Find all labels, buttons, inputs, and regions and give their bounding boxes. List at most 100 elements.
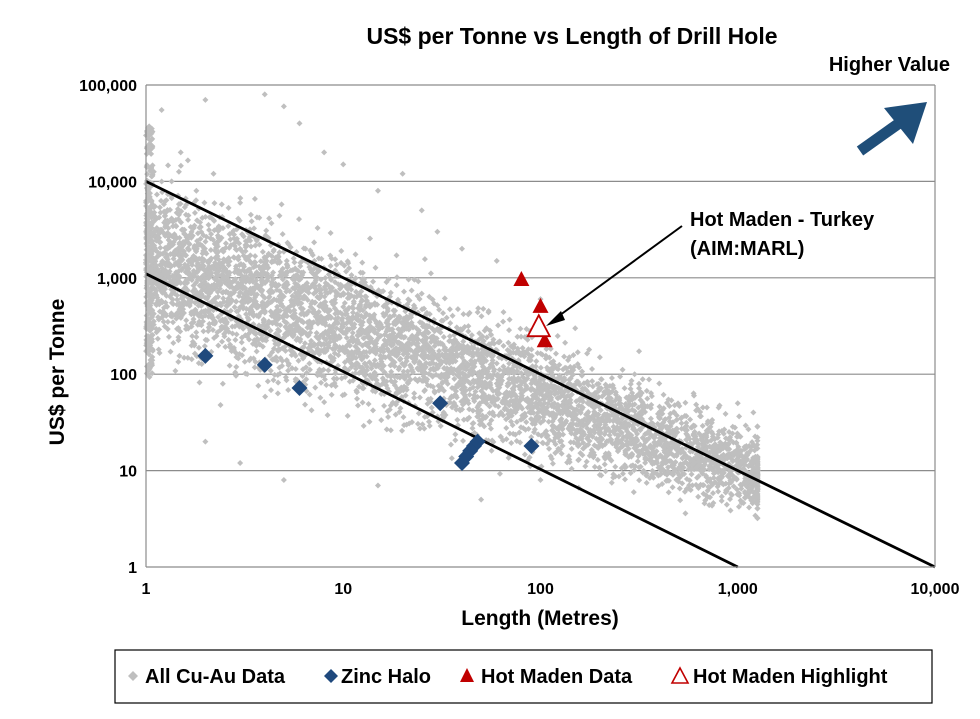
cu-au-point-2999 [211, 200, 218, 207]
cu-au-point-4957 [304, 280, 311, 287]
cu-au-point-1780 [292, 365, 299, 372]
cu-au-point-4923 [270, 276, 277, 283]
cu-au-point-3834 [176, 239, 183, 246]
cu-au-point-4825 [589, 378, 596, 385]
cu-au-point-2946 [225, 223, 232, 230]
cu-au-point-2623 [421, 256, 428, 263]
cu-au-point-3140 [385, 414, 392, 421]
cu-au-point-3947 [742, 490, 749, 497]
cu-au-point-3400 [542, 352, 549, 359]
cu-au-point-4774 [235, 282, 242, 289]
cu-au-point-2918 [233, 363, 240, 370]
cu-au-point-3196 [425, 396, 432, 403]
cu-au-point-3127 [332, 288, 339, 295]
cu-au-point-1913 [321, 399, 328, 406]
cu-au-point-4902 [754, 464, 761, 471]
cu-au-point-3419 [279, 362, 286, 369]
cu-au-point-4534 [744, 456, 751, 463]
cu-au-point-4679 [322, 286, 329, 293]
cu-au-point-4961 [190, 309, 197, 316]
cu-au-point-4767 [207, 269, 214, 276]
cu-au-point-3164 [400, 414, 407, 421]
cu-au-point-4565 [208, 263, 215, 270]
cu-au-point-2125 [215, 342, 222, 349]
cu-au-point-2672 [745, 463, 752, 470]
cu-au-point-4552 [448, 354, 455, 361]
cu-au-point-2894 [397, 332, 404, 339]
cu-au-point-4841 [385, 353, 392, 360]
cu-au-point-4932 [699, 470, 706, 477]
cu-au-point-4201 [316, 282, 323, 289]
cu-au-point-4470 [398, 341, 405, 348]
cu-au-point-4380 [186, 302, 193, 309]
cu-au-point-3215 [290, 255, 297, 262]
cu-au-point-4885 [529, 405, 536, 412]
cu-au-point-3709 [371, 311, 378, 318]
cu-au-point-4366 [708, 466, 715, 473]
cu-au-point-2519 [748, 484, 755, 491]
cu-au-point-3670 [706, 502, 713, 509]
cu-au-point-3496 [233, 308, 240, 315]
cu-au-point-4454 [456, 345, 463, 352]
cu-au-point-3402 [645, 435, 652, 442]
cu-au-point-4854 [446, 306, 453, 313]
cu-au-point-4290 [175, 358, 182, 365]
cu-au-point-3136 [227, 307, 234, 314]
cu-au-point-4613 [591, 452, 598, 459]
cu-au-point-3653 [567, 439, 574, 446]
cu-au-point-4149 [427, 366, 434, 373]
cu-au-point-3283 [361, 372, 368, 379]
cu-au-point-2174 [704, 420, 711, 427]
cu-au-point-4211 [408, 419, 415, 426]
cu-au-point-3497 [625, 408, 632, 415]
cu-au-point-2937 [733, 486, 740, 493]
cu-au-point-4398 [421, 333, 428, 340]
cu-au-point-4460 [359, 307, 366, 314]
cu-au-point-3189 [681, 470, 688, 477]
cu-au-point-4779 [575, 402, 582, 409]
cu-au-point-1689 [384, 305, 391, 312]
cu-au-point-1982 [615, 473, 622, 480]
cu-au-point-3534 [460, 311, 467, 318]
cu-au-point-4691 [490, 397, 497, 404]
cu-au-point-2950 [303, 364, 310, 371]
cu-au-point-3752 [239, 300, 246, 307]
cu-au-point-3839 [679, 448, 686, 455]
cu-au-point-847 [669, 484, 676, 491]
cu-au-point-4759 [485, 373, 492, 380]
cu-au-point-3447 [414, 420, 421, 427]
cu-au-point-1628 [306, 366, 313, 373]
cu-au-point-3870 [523, 326, 530, 333]
cu-au-point-3869 [168, 217, 175, 224]
cu-au-point-4422 [189, 333, 196, 340]
cu-au-point-4351 [280, 293, 287, 300]
cu-au-point-2207 [309, 319, 316, 326]
cu-au-point-2926 [189, 288, 196, 295]
cu-au-point-4776 [164, 217, 171, 224]
cu-au-point-3472 [217, 318, 224, 325]
cu-au-point-4269 [412, 356, 419, 363]
cu-au-point-4554 [421, 349, 428, 356]
cu-au-point-3860 [531, 426, 538, 433]
cu-au-point-4129 [327, 262, 334, 269]
cu-au-point-2560 [500, 342, 507, 349]
cu-au-point-1917 [449, 312, 456, 319]
cu-au-point-2116 [349, 329, 356, 336]
cu-au-point-1165 [183, 317, 190, 324]
cu-au-point-3634 [360, 335, 367, 342]
cu-au-point-3918 [605, 437, 612, 444]
cu-au-point-4911 [264, 299, 271, 306]
cu-au-point-4913 [275, 347, 282, 354]
cu-au-point-3606 [484, 352, 491, 359]
cu-au-point-4571 [490, 387, 497, 394]
cu-au-point-4440 [527, 357, 534, 364]
cu-au-point-2657 [749, 464, 756, 471]
cu-au-point-921 [465, 323, 472, 330]
cu-au-point-1833 [419, 421, 426, 428]
cu-au-point-4145 [316, 287, 323, 294]
cu-au-point-4053 [431, 328, 438, 335]
cu-au-point-4795 [316, 371, 323, 378]
cu-au-point-3499 [357, 301, 364, 308]
cu-au-point-3531 [573, 435, 580, 442]
cu-au-point-4905 [558, 419, 565, 426]
